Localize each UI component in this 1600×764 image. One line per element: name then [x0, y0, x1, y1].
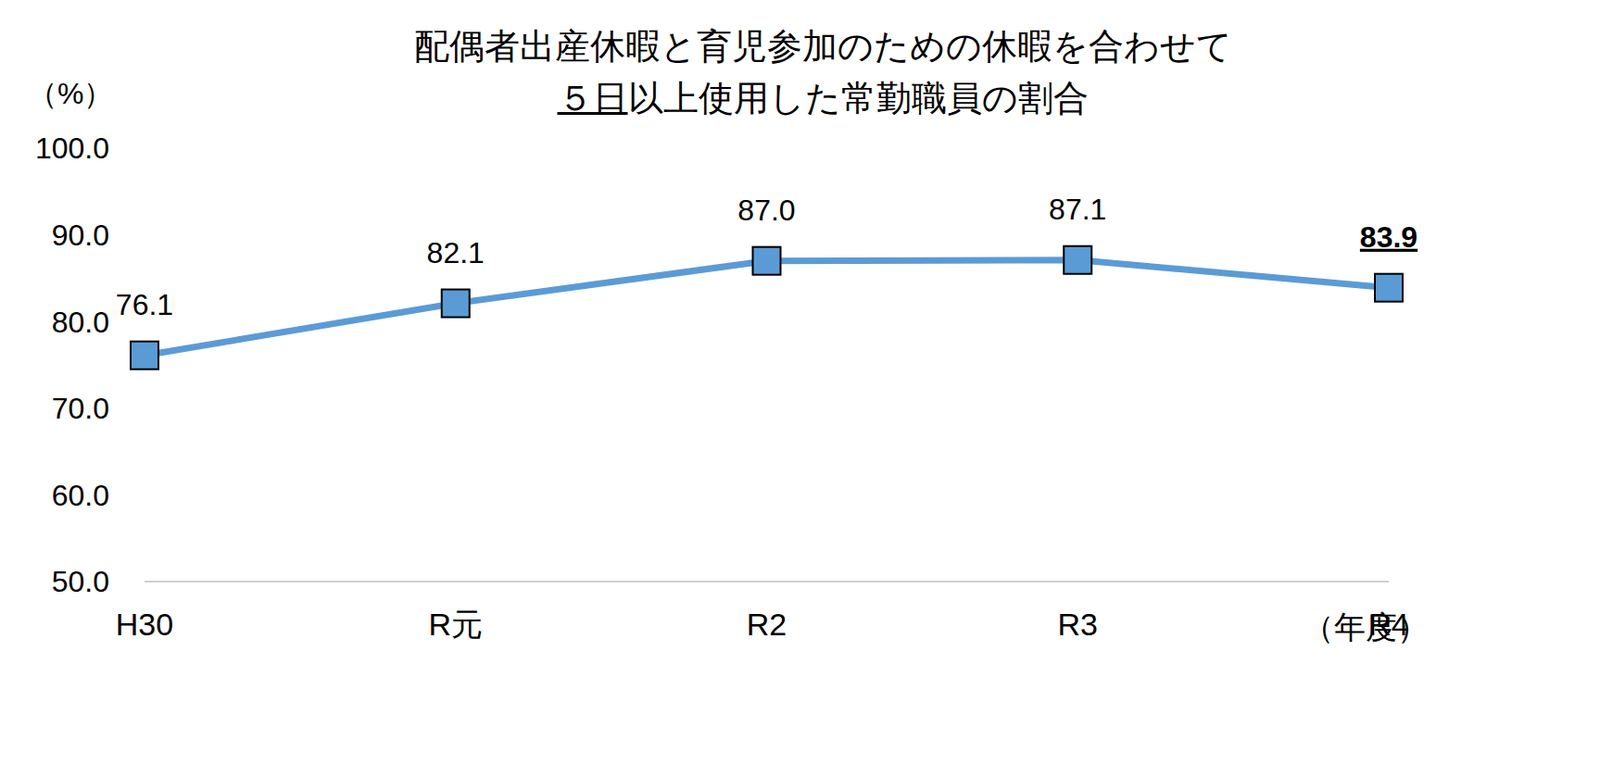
svg-text:87.1: 87.1 [1048, 192, 1107, 227]
svg-text:83.9: 83.9 [1360, 220, 1418, 254]
svg-text:60.0: 60.0 [51, 478, 110, 513]
svg-text:76.1: 76.1 [115, 288, 174, 322]
svg-text:90.0: 90.0 [51, 218, 110, 252]
svg-text:H30: H30 [115, 606, 174, 643]
svg-text:70.0: 70.0 [51, 391, 110, 426]
svg-text:R4: R4 [1368, 606, 1409, 643]
svg-text:R元: R元 [428, 606, 483, 643]
svg-text:82.1: 82.1 [427, 236, 485, 270]
svg-text:100.0: 100.0 [35, 131, 110, 165]
svg-text:R2: R2 [746, 606, 787, 643]
svg-text:R3: R3 [1058, 606, 1098, 643]
svg-text:80.0: 80.0 [51, 305, 110, 340]
svg-text:50.0: 50.0 [51, 565, 110, 599]
svg-text:87.0: 87.0 [737, 193, 795, 227]
